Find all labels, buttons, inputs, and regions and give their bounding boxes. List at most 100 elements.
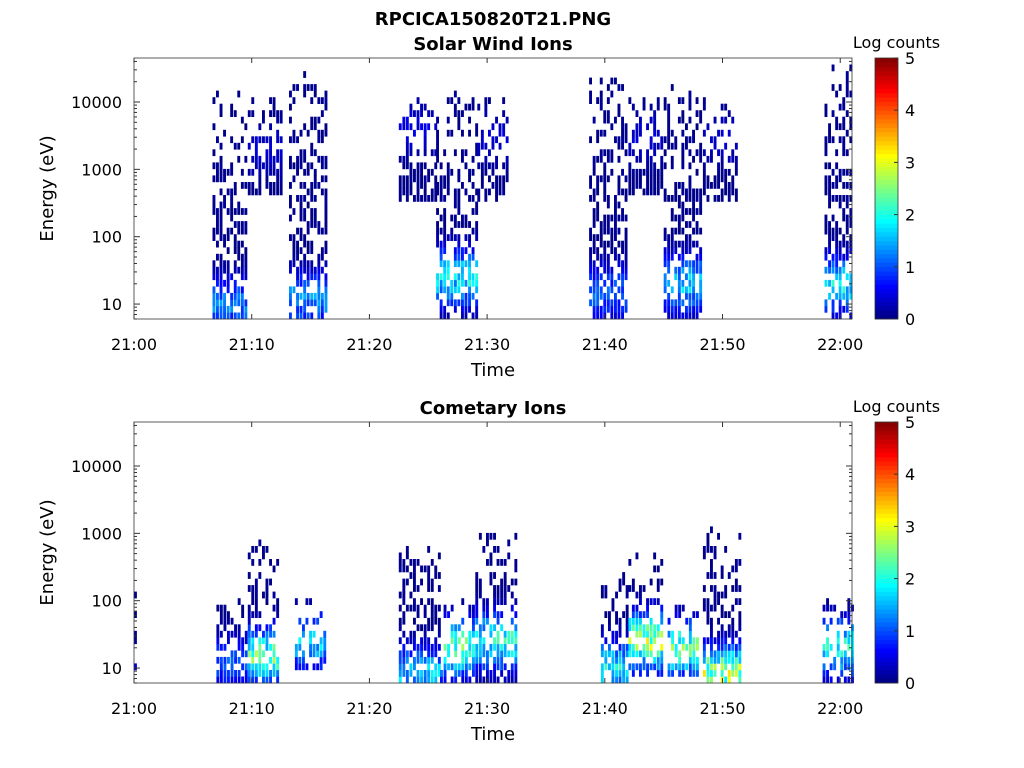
spectrogram-cell	[695, 221, 699, 228]
spectrogram-cell	[219, 663, 223, 671]
spectrogram-cell	[502, 175, 506, 183]
spectrogram-cell	[624, 195, 628, 202]
spectrogram-cell	[615, 656, 618, 664]
spectrogram-cell	[663, 273, 667, 281]
spectrogram-cell	[219, 110, 223, 117]
spectrogram-cell	[480, 136, 484, 144]
spectrogram-cell	[450, 292, 454, 300]
spectrogram-cell	[828, 175, 831, 183]
spectrogram-cell	[296, 247, 299, 254]
spectrogram-cell	[639, 624, 642, 632]
spectrogram-cell	[309, 630, 312, 638]
spectrogram-cell	[500, 624, 504, 632]
spectrogram-cell	[596, 129, 600, 137]
spectrogram-cell	[674, 247, 678, 254]
spectrogram-cell	[219, 168, 223, 176]
spectrogram-cell	[625, 676, 629, 684]
spectrogram-cell	[439, 260, 443, 268]
spectrogram-cell	[713, 637, 717, 645]
spectrogram-cell	[310, 247, 314, 254]
spectrogram-cell	[635, 123, 639, 131]
spectrogram-cell	[491, 182, 495, 189]
spectrogram-cell	[685, 286, 688, 294]
spectrogram-cell	[596, 208, 600, 215]
spectrogram-cell	[603, 299, 607, 307]
spectrogram-cell	[269, 162, 272, 170]
colorbar-segment	[875, 639, 898, 645]
spectrogram-cell	[457, 624, 461, 632]
colorbar-segment	[875, 469, 898, 475]
colorbar-segment	[875, 118, 898, 124]
spectrogram-cell	[247, 611, 251, 618]
spectrogram-cell	[656, 129, 660, 137]
spectrogram-cell	[625, 591, 629, 599]
spectrogram-cell	[685, 136, 688, 144]
spectrogram-cell	[646, 162, 649, 170]
spectrogram-cell	[731, 617, 735, 625]
spectrogram-cell	[310, 97, 314, 104]
spectrogram-cell	[312, 630, 316, 638]
spectrogram-cell	[496, 630, 500, 638]
spectrogram-cell	[603, 195, 607, 202]
colorbar-segment	[875, 101, 898, 107]
spectrogram-cell	[727, 676, 731, 684]
spectrogram-cell	[831, 253, 835, 261]
spectrogram-cell	[471, 168, 475, 176]
spectrogram-cell	[276, 182, 280, 189]
spectrogram-cell	[610, 312, 614, 320]
spectrogram-cell	[847, 643, 851, 651]
spectrogram-cell	[838, 279, 842, 287]
spectrogram-cell	[845, 247, 849, 254]
spectrogram-cell	[405, 650, 409, 658]
spectrogram-cell	[430, 670, 434, 677]
spectrogram-cell	[646, 624, 649, 632]
spectrogram-cell	[646, 182, 649, 189]
spectrogram-cell	[849, 64, 853, 72]
spectrogram-cell	[457, 110, 461, 117]
spectrogram-cell	[475, 604, 479, 612]
spectrogram-cell	[606, 195, 610, 202]
spectrogram-cell	[845, 292, 849, 300]
spectrogram-cell	[842, 208, 846, 215]
spectrogram-cell	[653, 123, 657, 131]
spectrogram-cell	[319, 611, 323, 618]
spectrogram-cell	[216, 643, 220, 651]
spectrogram-cell	[265, 155, 269, 163]
spectrogram-cell	[596, 188, 600, 196]
spectrogram-cell	[244, 650, 248, 658]
spectrogram-cell	[631, 611, 635, 618]
spectrogram-cell	[639, 670, 642, 677]
spectrogram-cell	[831, 305, 835, 313]
spectrogram-cell	[670, 162, 674, 170]
spectrogram-cell	[631, 670, 635, 677]
spectrogram-cell	[702, 643, 706, 651]
spectrogram-cell	[212, 292, 216, 300]
spectrogram-cell	[434, 611, 438, 618]
spectrogram-cell	[276, 656, 280, 664]
colorbar-segment	[875, 509, 898, 514]
spectrogram-cell	[671, 637, 674, 645]
spectrogram-cell	[642, 97, 646, 104]
spectrogram-cell	[717, 162, 720, 170]
spectrogram-cell	[254, 142, 258, 150]
spectrogram-cell	[625, 611, 629, 618]
spectrogram-cell	[702, 149, 706, 157]
spectrogram-cell	[624, 227, 628, 235]
spectrogram-cell	[313, 195, 317, 202]
spectrogram-cell	[670, 214, 674, 222]
spectrogram-cell	[847, 617, 851, 625]
spectrogram-cell	[604, 585, 608, 592]
spectrogram-cell	[603, 247, 607, 254]
spectrogram-cell	[681, 110, 685, 117]
spectrogram-cell	[493, 656, 496, 664]
spectrogram-cell	[660, 162, 664, 170]
spectrogram-cell	[688, 643, 692, 651]
spectrogram-cell	[475, 286, 479, 294]
spectrogram-cell	[600, 650, 604, 658]
spectrogram-cell	[692, 208, 695, 215]
spectrogram-cell	[734, 559, 738, 566]
spectrogram-cell	[831, 266, 835, 274]
spectrogram-cell	[420, 123, 423, 131]
spectrogram-cell	[688, 136, 692, 144]
spectrogram-cell	[699, 247, 703, 254]
